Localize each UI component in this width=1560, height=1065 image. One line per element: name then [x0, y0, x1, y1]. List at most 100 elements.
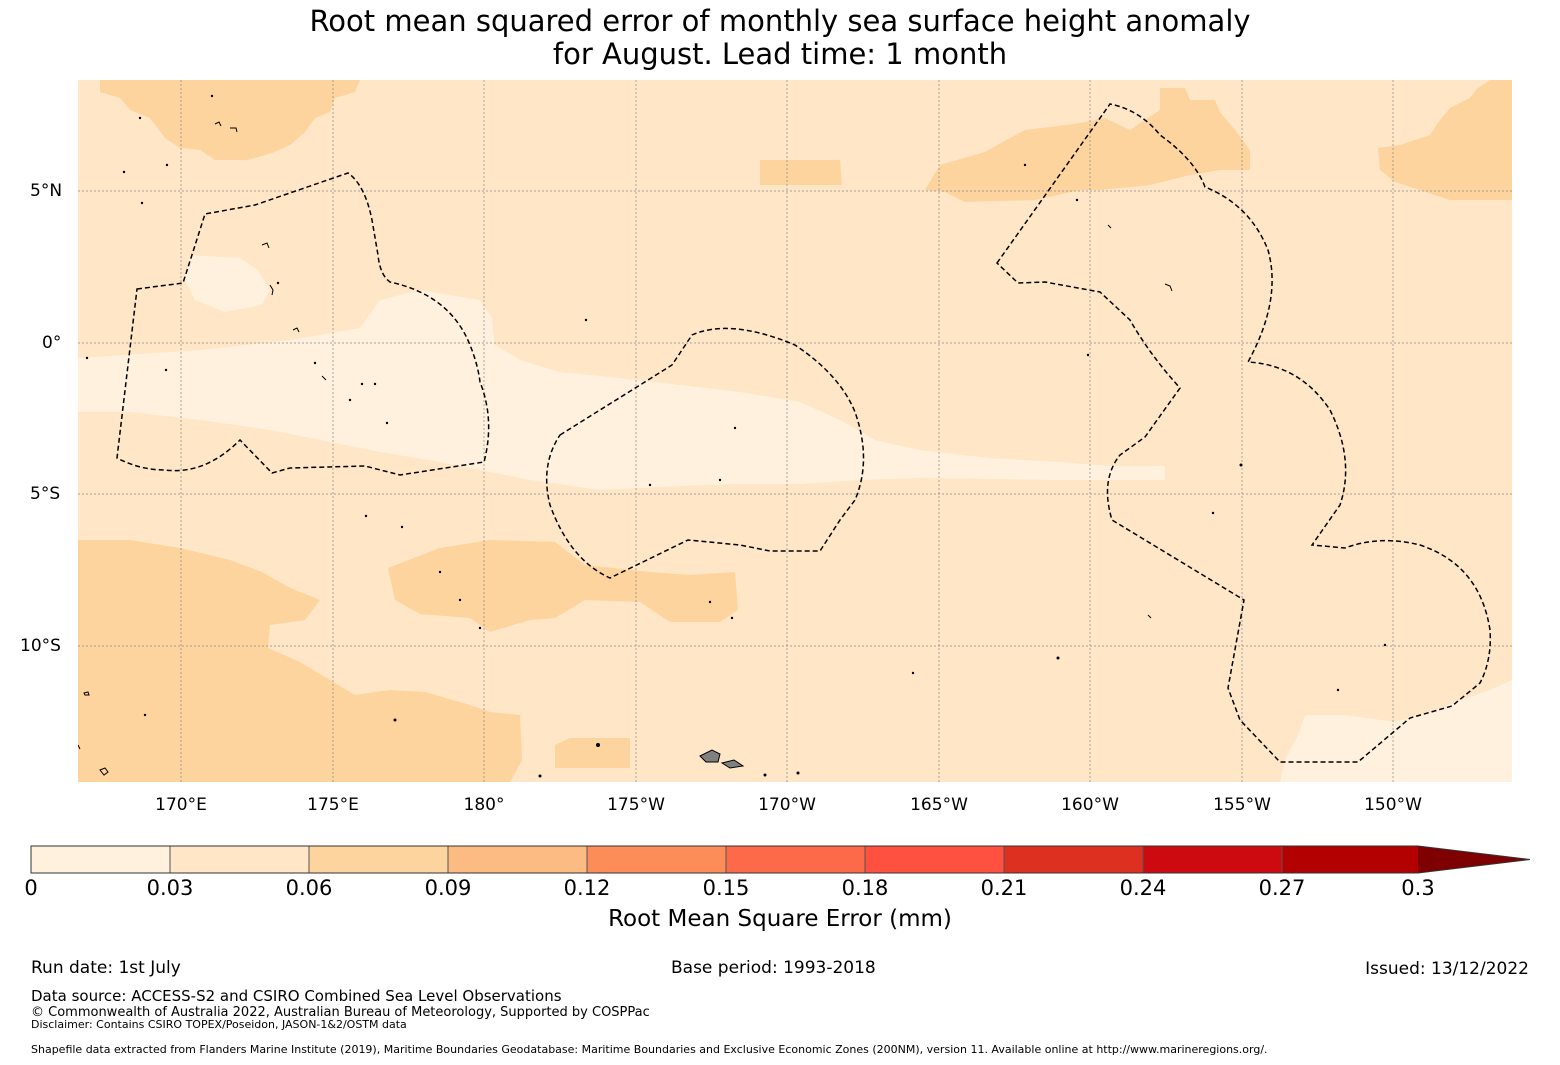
- islet: [85, 356, 89, 360]
- patch-equatorial-band: [78, 290, 1165, 490]
- lon-label-155w: 155°W: [1213, 795, 1271, 815]
- colorbar-tick-label: 0.18: [841, 876, 889, 900]
- lon-label-170e: 170°E: [155, 795, 207, 815]
- islet: [1211, 511, 1215, 515]
- islet: [122, 170, 126, 174]
- eez-boundary-tokelau-phoenix: [545, 327, 865, 579]
- eez-boundaries: [116, 103, 1492, 763]
- islet: [911, 671, 915, 675]
- samoa-island-savaii: [699, 749, 721, 763]
- lon-label-175e: 175°E: [307, 795, 359, 815]
- colorbar-segment: [587, 846, 726, 873]
- patch-north-far-east: [1378, 80, 1512, 200]
- colorbar-tick-label: 0.3: [1401, 876, 1435, 900]
- islet: [718, 478, 722, 482]
- patch-south-east-light: [1280, 680, 1512, 782]
- patch-north-west-light: [185, 255, 270, 312]
- atoll-outline: [321, 375, 327, 381]
- islet: [1239, 463, 1243, 467]
- copyright-notice: © Commonwealth of Australia 2022, Austra…: [31, 1005, 650, 1020]
- colorbar-segment: [1004, 846, 1143, 873]
- atoll-outline: [292, 327, 300, 333]
- issued-date: Issued: 13/12/2022: [1365, 959, 1529, 979]
- title-line-2: for August. Lead time: 1 month: [552, 37, 1008, 71]
- colorbar-tick-label: 0.15: [702, 876, 750, 900]
- lat-label-10s: 10°S: [20, 636, 61, 656]
- colorbar-segment: [1282, 846, 1418, 873]
- islet: [165, 163, 169, 167]
- atoll-outline: [78, 744, 81, 750]
- islet: [385, 421, 389, 425]
- islet: [360, 382, 364, 386]
- islands: [78, 94, 1387, 778]
- islet: [348, 398, 352, 402]
- islet: [393, 718, 397, 722]
- islet: [733, 426, 737, 430]
- colorbar-tick-label: 0.27: [1258, 876, 1306, 900]
- atoll-outline: [230, 127, 238, 133]
- title-line-1: Root mean squared error of monthly sea s…: [309, 4, 1251, 38]
- lon-label-150w: 150°W: [1364, 795, 1422, 815]
- rmse-0.06-0.09-patches: [78, 80, 1512, 782]
- islet: [1023, 163, 1027, 167]
- gridlines: [78, 80, 1512, 782]
- islet: [763, 773, 767, 777]
- colorbar-segment: [309, 846, 448, 873]
- atoll-outline: [83, 691, 90, 696]
- shapefile-credit: Shapefile data extracted from Flanders M…: [31, 1043, 1268, 1056]
- eez-boundary-line-islands: [996, 103, 1492, 763]
- colorbar-outline: [30, 845, 1531, 874]
- colorbar-segment: [31, 846, 170, 873]
- islet: [313, 361, 317, 365]
- colorbar-separators: [169, 846, 1283, 873]
- islet: [538, 774, 542, 778]
- islet: [708, 600, 712, 604]
- colorbar-tick-label: 0.06: [285, 876, 333, 900]
- islet: [140, 201, 144, 205]
- run-date: Run date: 1st July: [31, 958, 181, 978]
- islet: [138, 116, 142, 120]
- colorbar-tick-label: 0.09: [424, 876, 472, 900]
- colorbar-tick-label: 0.24: [1119, 876, 1167, 900]
- patch-north-west: [100, 80, 360, 160]
- samoa-island-upolu: [720, 759, 745, 769]
- islet: [276, 281, 280, 285]
- disclaimer: Disclaimer: Contains CSIRO TOPEX/Poseido…: [31, 1018, 407, 1031]
- colorbar: [30, 845, 1531, 874]
- small-islets: [85, 94, 1387, 778]
- islet: [373, 382, 377, 386]
- colorbar-title: Root Mean Square Error (mm): [608, 906, 952, 932]
- islet: [1336, 688, 1340, 692]
- patch-north-east: [925, 88, 1250, 202]
- lon-label-180: 180°: [463, 795, 505, 815]
- colorbar-tick-label: 0: [24, 876, 38, 900]
- lon-label-165w: 165°W: [910, 795, 968, 815]
- eez-boundary-kiribati-gilbert: [116, 172, 490, 476]
- islet: [478, 626, 482, 630]
- atoll-outlines: [78, 121, 1173, 776]
- islet: [458, 598, 462, 602]
- lat-label-5n: 5°N: [30, 181, 63, 201]
- colorbar-tick-label: 0.03: [146, 876, 194, 900]
- atoll-outline: [99, 767, 109, 776]
- colorbar-segment: [865, 846, 1004, 873]
- map-panel: [78, 80, 1512, 782]
- islet: [438, 570, 442, 574]
- colorbar-tick-label: 0.12: [563, 876, 611, 900]
- lat-label-0: 0°: [42, 333, 62, 353]
- atoll-outline: [261, 242, 270, 249]
- colorbar-segment: [1143, 846, 1282, 873]
- patch-south-west: [78, 540, 522, 782]
- islet: [584, 318, 588, 322]
- islet: [143, 713, 147, 717]
- islet: [596, 743, 600, 747]
- atoll-outline: [1164, 283, 1173, 292]
- islet: [648, 483, 652, 487]
- patch-south-samoa: [555, 738, 630, 768]
- islet: [364, 514, 368, 518]
- patch-south-central: [388, 540, 738, 632]
- atoll-outline: [214, 121, 222, 127]
- islet: [796, 771, 800, 775]
- islet: [1075, 198, 1079, 202]
- atoll-outline: [1107, 224, 1112, 229]
